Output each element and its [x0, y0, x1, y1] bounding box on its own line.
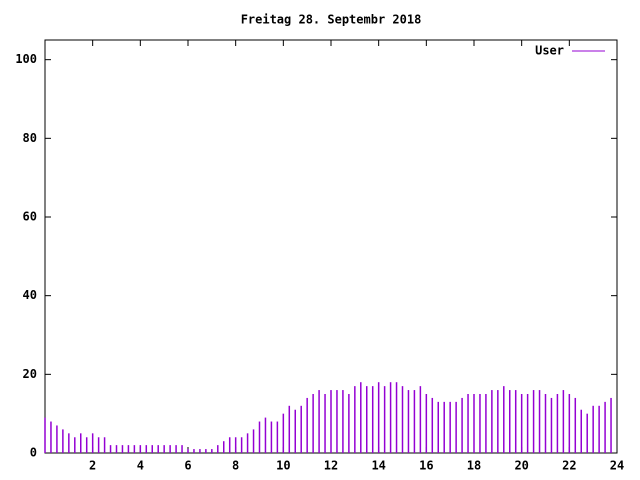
x-tick-label: 24: [610, 459, 624, 473]
x-tick-label: 4: [137, 459, 144, 473]
x-tick-label: 20: [514, 459, 528, 473]
x-tick-label: 8: [232, 459, 239, 473]
y-tick-label: 20: [23, 367, 37, 381]
y-tick-label: 60: [23, 210, 37, 224]
x-tick-label: 14: [371, 459, 385, 473]
y-tick-label: 40: [23, 288, 37, 302]
x-tick-label: 16: [419, 459, 433, 473]
y-tick-label: 100: [15, 52, 37, 66]
x-tick-label: 22: [562, 459, 576, 473]
x-tick-label: 12: [324, 459, 338, 473]
x-tick-label: 6: [184, 459, 191, 473]
legend-label: User: [535, 44, 564, 58]
x-tick-label: 10: [276, 459, 290, 473]
x-tick-label: 2: [89, 459, 96, 473]
chart-title: Freitag 28. Septembr 2018: [241, 13, 422, 27]
x-tick-label: 18: [467, 459, 481, 473]
y-tick-label: 80: [23, 131, 37, 145]
y-tick-label: 0: [30, 446, 37, 460]
